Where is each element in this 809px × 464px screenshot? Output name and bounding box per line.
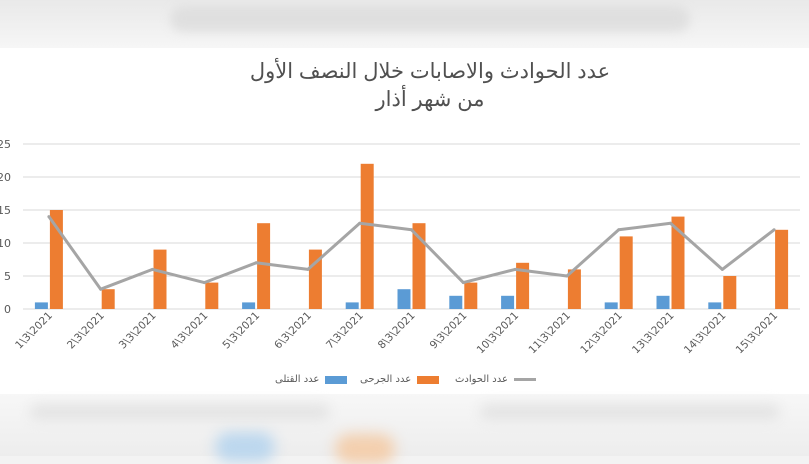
legend-swatch-accidents <box>513 378 536 381</box>
bar-injured <box>775 229 789 309</box>
legend-item-killed: عدد القتلى <box>275 374 348 385</box>
bar-injured <box>516 262 530 309</box>
point-accidents <box>151 267 154 271</box>
y-tick-label: 10 <box>0 237 11 250</box>
y-tick-label: 25 <box>0 138 11 151</box>
legend-item-injured: عدد الجرحى <box>360 374 440 385</box>
blurred-footer <box>0 394 809 464</box>
x-tick-label: 11\3\2021 <box>526 310 573 357</box>
legend-swatch-injured <box>417 375 440 384</box>
bar-killed <box>242 302 256 309</box>
bar-killed <box>708 302 722 309</box>
point-accidents <box>202 281 206 285</box>
point-accidents <box>772 228 776 232</box>
x-tick-label: 13\3\2021 <box>630 310 677 357</box>
y-tick-label: 20 <box>0 171 11 184</box>
point-accidents <box>669 221 672 225</box>
bar-injured <box>412 223 426 309</box>
y-tick-label: 15 <box>0 204 11 217</box>
chart-title-line-1: عدد الحوادث والاصابات خلال النصف الأول <box>249 60 611 83</box>
blurred-footer-text-left <box>30 404 330 420</box>
x-tick-label: 7\3\2021 <box>324 310 366 352</box>
point-accidents <box>47 215 51 219</box>
legend-label-accidents: عدد الحوادث <box>455 374 508 385</box>
legend-label-injured: عدد الجرحى <box>360 374 412 385</box>
blurred-blue-shape <box>215 432 275 462</box>
bar-injured <box>49 210 63 309</box>
legend-swatch-killed <box>325 375 348 384</box>
x-tick-label: 15\3\2021 <box>734 310 781 357</box>
bar-injured <box>619 236 633 309</box>
blurred-footer-text-right <box>480 404 780 420</box>
chart-legend: عدد القتلى عدد الجرحى عدد الحوادث <box>0 374 809 392</box>
point-accidents <box>720 267 724 271</box>
bar-injured <box>567 269 581 309</box>
x-tick-label: 5\3\2021 <box>220 310 262 352</box>
bar-injured <box>257 223 271 309</box>
bar-injured <box>153 249 167 309</box>
point-accidents <box>99 287 103 291</box>
bar-injured <box>671 216 685 309</box>
x-tick-label: 1\3\2021 <box>13 310 55 352</box>
point-accidents <box>254 261 258 265</box>
point-accidents <box>617 228 621 232</box>
chart-plot: 0 5 10 15 20 25 1\3\2021 2\3\2021 3\3\2021 4\3\20… <box>0 138 800 357</box>
chart-title: عدد الحوادث والاصابات خلال النصف الأول م… <box>150 58 710 114</box>
legend-item-accidents: عدد الحوادث <box>455 374 536 385</box>
x-tick-label: 14\3\2021 <box>682 310 729 357</box>
x-tick-label: 4\3\2021 <box>169 310 211 352</box>
point-accidents <box>358 221 362 225</box>
bar-killed <box>345 302 359 309</box>
blurred-header <box>0 0 809 48</box>
bar-injured <box>205 282 219 309</box>
point-accidents <box>565 274 569 278</box>
bar-killed <box>604 302 618 309</box>
bar-killed <box>34 302 48 309</box>
bar-killed <box>397 289 411 309</box>
y-tick-label: 5 <box>4 270 11 283</box>
bar-killed <box>501 295 515 309</box>
blurred-header-text <box>170 6 690 32</box>
x-tick-label: 3\3\2021 <box>117 310 159 352</box>
bar-injured <box>360 163 374 309</box>
bar-killed <box>449 295 463 309</box>
bar-injured <box>464 282 478 309</box>
x-tick-label: 9\3\2021 <box>428 310 470 352</box>
bar-killed <box>656 295 670 309</box>
y-tick-label: 0 <box>4 303 11 316</box>
x-tick-label: 2\3\2021 <box>65 310 107 352</box>
chart-title-line-2: من شهر أذار <box>375 88 485 111</box>
x-tick-label: 8\3\2021 <box>376 310 418 352</box>
blurred-orange-shape <box>335 434 395 464</box>
point-accidents <box>306 267 310 271</box>
point-accidents <box>461 281 465 285</box>
bar-injured <box>723 276 737 309</box>
legend-label-killed: عدد القتلى <box>275 374 320 385</box>
point-accidents <box>410 228 413 232</box>
x-tick-label: 12\3\2021 <box>578 310 625 357</box>
x-tick-label: 6\3\2021 <box>272 310 314 352</box>
x-tick-label: 10\3\2021 <box>475 310 522 357</box>
point-accidents <box>513 267 517 271</box>
bar-injured <box>101 289 115 309</box>
